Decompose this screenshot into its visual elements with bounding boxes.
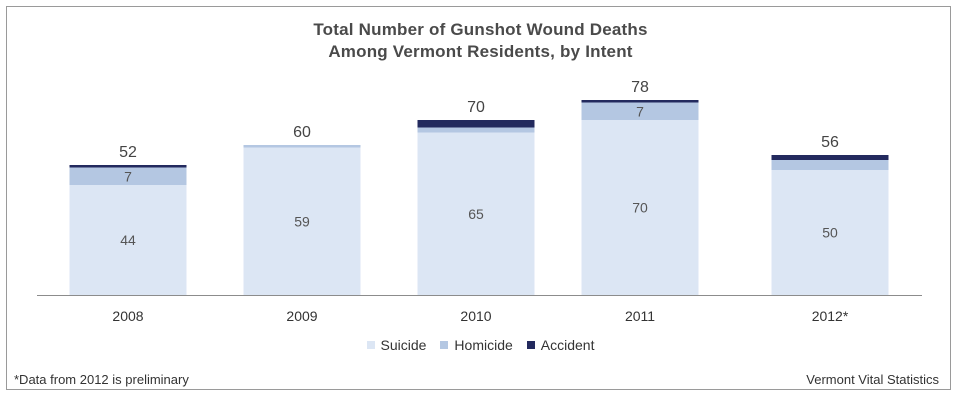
total-label-2012: 56 — [821, 134, 839, 151]
segment-label-suicide-2009: 59 — [294, 213, 310, 229]
segment-label-suicide-2011: 70 — [632, 200, 648, 216]
legend-label-homicide: Homicide — [454, 337, 513, 353]
x-tick-label-2010: 2010 — [460, 308, 491, 324]
x-tick-label-2008: 2008 — [112, 308, 143, 324]
bar-segment-accident-2012 — [771, 155, 889, 160]
segment-label-homicide-2008: 7 — [124, 168, 132, 184]
bar-segment-homicide-2008 — [69, 167, 187, 185]
total-label-2010: 70 — [467, 99, 485, 116]
chart-title: Total Number of Gunshot Wound Deaths — [313, 20, 648, 39]
segment-label-homicide-2011: 7 — [636, 103, 644, 119]
x-tick-label-2011: 2011 — [625, 308, 655, 324]
bar-segment-accident-2008 — [69, 165, 187, 168]
total-label-2011: 78 — [631, 79, 649, 96]
bar-segment-homicide-2012 — [771, 160, 889, 170]
legend-item-homicide: Homicide — [440, 337, 513, 353]
bar-segment-suicide-2009 — [243, 147, 361, 295]
bar-segment-accident-2010 — [417, 120, 535, 128]
total-label-2009: 60 — [293, 124, 311, 141]
bar-segment-suicide-2011 — [581, 120, 699, 295]
legend-label-accident: Accident — [540, 337, 595, 353]
x-tick-label-2009: 2009 — [286, 308, 317, 324]
legend-label-suicide: Suicide — [380, 337, 427, 353]
legend-swatch-suicide — [366, 341, 375, 349]
segment-label-suicide-2008: 44 — [120, 232, 136, 248]
segment-label-suicide-2012: 50 — [822, 225, 838, 241]
total-label-2008: 52 — [119, 144, 137, 161]
bar-segment-suicide-2010 — [417, 132, 535, 295]
legend-swatch-homicide — [440, 341, 449, 349]
bar-segment-suicide-2012 — [771, 170, 889, 295]
x-tick-label-2012: 2012* — [812, 308, 849, 324]
bar-segment-homicide-2009 — [243, 145, 361, 148]
legend-item-accident: Accident — [526, 337, 595, 353]
bar-segment-homicide-2010 — [417, 127, 535, 133]
footnote-source: Vermont Vital Statistics — [806, 372, 939, 387]
segment-label-suicide-2010: 65 — [468, 206, 484, 222]
footnote-preliminary: *Data from 2012 is preliminary — [14, 372, 189, 387]
chart-legend: Suicide Homicide Accident — [0, 337, 961, 353]
bar-segment-suicide-2008 — [69, 185, 187, 295]
bar-segment-accident-2011 — [581, 100, 699, 103]
chart-subtitle: Among Vermont Residents, by Intent — [328, 42, 633, 61]
legend-swatch-accident — [526, 341, 535, 349]
legend-item-suicide: Suicide — [366, 337, 427, 353]
bar-segment-homicide-2011 — [581, 102, 699, 120]
